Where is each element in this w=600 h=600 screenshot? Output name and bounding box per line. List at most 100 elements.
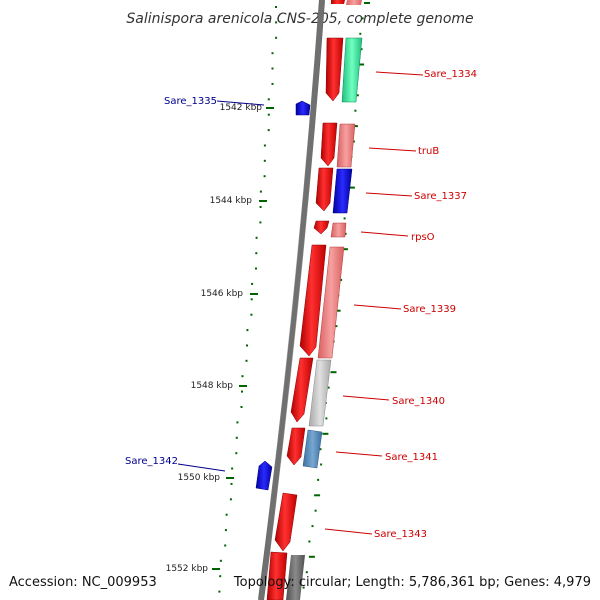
gc-content-dot [224, 544, 227, 547]
callout-line [365, 192, 413, 197]
gc-skew-dot [364, 2, 370, 4]
category-block-sare-1337[interactable] [332, 168, 353, 214]
gene-arrow-sare-1343[interactable] [274, 492, 298, 552]
gene-labels: Sare_1335 Sare_1334 truB Sare_1337 rpsO … [125, 69, 477, 540]
gc-skew-dot [359, 32, 362, 35]
gc-content-dot [230, 482, 233, 485]
gc-content-dot [255, 236, 258, 239]
gene-arrow-top[interactable] [331, 0, 345, 4]
tick-mark [250, 293, 258, 295]
genome-summary-text: Topology: circular; Length: 5,786,361 bp… [233, 575, 591, 590]
gene-label-rpso[interactable]: rpsO [411, 232, 435, 243]
category-block-next[interactable] [286, 555, 305, 600]
gene-arrow-next[interactable] [266, 551, 288, 600]
gene-label-sare-1343[interactable]: Sare_1343 [374, 529, 427, 540]
tick-mark [212, 568, 220, 570]
gene-label-sare-1335[interactable]: Sare_1335 [164, 96, 217, 107]
callout-line [335, 451, 383, 457]
gc-content-dot [235, 452, 238, 455]
gc-skew-dot [320, 463, 323, 466]
callout-line [216, 100, 265, 106]
category-block-sare-1339[interactable] [317, 246, 345, 359]
gc-content-dot [275, 6, 277, 8]
gc-skew-dot [314, 494, 321, 497]
gc-content-dot [241, 390, 243, 393]
gc-content-dot [263, 175, 266, 178]
gc-content-dot [275, 21, 278, 24]
gc-skew-dot [322, 432, 329, 435]
gc-skew-dot [317, 478, 320, 481]
gc-content-dot [267, 98, 270, 101]
gc-content-dot [245, 359, 248, 362]
callout-line [342, 395, 390, 401]
gc-content-dot [231, 467, 234, 470]
gene-label-sare-1334[interactable]: Sare_1334 [424, 69, 477, 80]
gc-content-dot [246, 329, 249, 332]
gene-arrow-rpso[interactable] [313, 220, 330, 235]
gc-skew-dot [302, 586, 305, 589]
tick-label: 1542 kbp [220, 103, 263, 113]
gene-label-sare-1341[interactable]: Sare_1341 [385, 452, 438, 463]
gc-content-dot [263, 144, 266, 147]
gc-content-dot [240, 406, 243, 408]
gc-content-dot [255, 267, 257, 270]
gc-content-dot [246, 344, 248, 347]
gene-label-sare-1339[interactable]: Sare_1339 [403, 304, 456, 315]
gc-content-dot [251, 282, 254, 285]
gc-skew-dot [344, 232, 347, 235]
gc-skew-dot [341, 248, 348, 251]
gc-skew-dot [334, 309, 341, 312]
callout-line [368, 147, 417, 152]
gene-label-sare-1340[interactable]: Sare_1340 [392, 396, 445, 407]
gene-feature-sare-1335[interactable] [295, 100, 311, 116]
gc-content-dot [219, 559, 222, 562]
gene-arrow-sare-1340[interactable] [290, 357, 314, 423]
category-block-rpso[interactable] [330, 222, 347, 238]
gene-arrow-sare-1341[interactable] [286, 427, 306, 466]
position-scale: 1542 kbp 1544 kbp 1546 kbp 1548 kbp 1550… [166, 103, 274, 574]
gene-label-sare-1337[interactable]: Sare_1337 [414, 191, 467, 202]
category-block-sare-1334[interactable] [341, 37, 363, 103]
tick-label: 1552 kbp [166, 564, 209, 574]
map-title: Salinispora arenicola CNS-205, complete … [126, 11, 473, 27]
gc-content-dot [250, 298, 253, 301]
gene-arrow-sare-1339[interactable] [299, 244, 327, 357]
callout-line [353, 304, 402, 310]
category-block-trub[interactable] [336, 123, 356, 168]
gc-skew-dot [308, 540, 311, 543]
gene-label-sare-1342[interactable]: Sare_1342 [125, 456, 178, 467]
gene-arrow-trub[interactable] [320, 122, 338, 167]
gc-skew-dot [360, 48, 363, 51]
gc-content-dot [218, 590, 221, 593]
gc-content-dot [241, 375, 244, 378]
gc-content-dot [271, 82, 274, 85]
callout-line [177, 463, 226, 472]
tick-label: 1550 kbp [178, 473, 221, 483]
gc-skew-dot [356, 94, 359, 97]
gc-skew-dot [343, 217, 346, 220]
gene-arrow-sare-1334[interactable] [325, 37, 344, 102]
gc-skew-dot [308, 555, 315, 558]
gc-content-dot [255, 252, 258, 255]
gc-skew-dot [314, 509, 317, 512]
gc-content-dot [219, 575, 222, 578]
callout-line [324, 528, 373, 535]
callout-line [375, 71, 424, 76]
gene-feature-sare-1342[interactable] [255, 460, 273, 491]
gc-skew-dot [358, 63, 365, 66]
gc-skew-dot [325, 417, 328, 420]
category-block-sare-1340[interactable] [308, 359, 332, 427]
gene-label-trub[interactable]: truB [418, 146, 439, 157]
gene-arrow-sare-1337[interactable] [315, 167, 334, 212]
tick-label: 1546 kbp [201, 289, 244, 299]
gc-skew-dot [340, 278, 343, 281]
cds-track [266, 0, 345, 600]
gc-content-dot [259, 190, 262, 193]
category-block-top[interactable] [346, 0, 362, 5]
category-block-sare-1341[interactable] [302, 429, 323, 469]
gc-content-dot [236, 421, 239, 424]
gc-skew-dot [319, 448, 322, 451]
gc-content-dot [224, 529, 227, 532]
gc-skew-dot [348, 186, 355, 189]
